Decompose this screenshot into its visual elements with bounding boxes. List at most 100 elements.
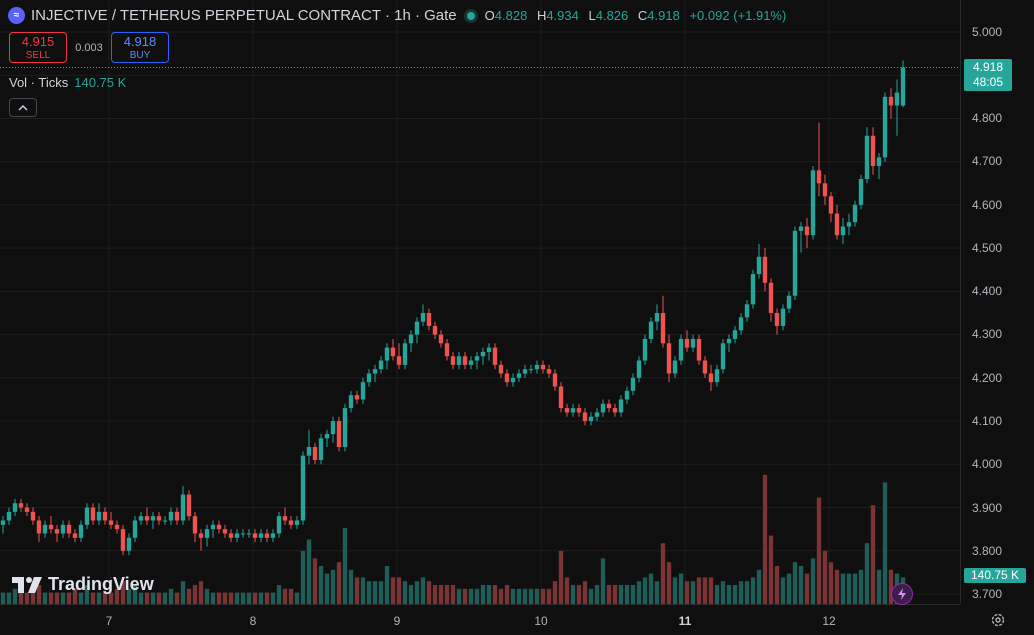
tradingview-logo[interactable]: TradingView bbox=[12, 574, 154, 595]
price-axis-label: 4.500 bbox=[972, 241, 1003, 255]
candle-body bbox=[504, 373, 510, 383]
volume-bar bbox=[30, 588, 36, 604]
candle-body bbox=[12, 503, 18, 512]
candle-body bbox=[786, 295, 792, 309]
volume-bar bbox=[468, 588, 474, 604]
buy-button[interactable]: 4.918 BUY bbox=[111, 32, 169, 63]
candle-body bbox=[762, 256, 768, 283]
candle-body bbox=[900, 67, 906, 106]
volume-bar bbox=[426, 581, 432, 604]
market-open-status-icon bbox=[466, 11, 475, 20]
candle-body bbox=[420, 313, 426, 322]
volume-label: Vol · Ticks bbox=[9, 75, 69, 90]
price-axis-label: 4.800 bbox=[972, 111, 1003, 125]
volume-bar bbox=[732, 585, 738, 604]
volume-bar bbox=[192, 585, 198, 604]
candle-body bbox=[714, 369, 720, 383]
volume-bar bbox=[180, 581, 186, 604]
volume-bar bbox=[114, 588, 120, 604]
candle-body bbox=[414, 321, 420, 335]
volume-bar bbox=[492, 585, 498, 604]
candle-body bbox=[402, 343, 408, 365]
logo-text: TradingView bbox=[48, 574, 154, 594]
candle-body bbox=[432, 325, 438, 335]
volume-bar bbox=[804, 573, 810, 604]
time-axis[interactable] bbox=[0, 604, 960, 635]
candle-body bbox=[60, 524, 66, 534]
time-axis-label: 9 bbox=[393, 614, 401, 628]
candle-body bbox=[324, 434, 330, 439]
bolt-icon[interactable] bbox=[891, 583, 913, 605]
volume-bar bbox=[522, 588, 528, 604]
candle-body bbox=[768, 282, 774, 313]
candle-body bbox=[396, 356, 402, 365]
volume-bar bbox=[516, 588, 522, 604]
gear-icon[interactable] bbox=[990, 612, 1006, 628]
volume-bar bbox=[738, 581, 744, 604]
chart-header: ≈ INJECTIVE / TETHERUS PERPETUAL CONTRAC… bbox=[8, 7, 792, 24]
volume-bar bbox=[234, 592, 240, 604]
volume-bar bbox=[150, 592, 156, 604]
volume-bar bbox=[768, 535, 774, 604]
volume-bar bbox=[828, 562, 834, 604]
candle-body bbox=[726, 338, 732, 344]
candle-body bbox=[438, 334, 444, 344]
candle-body bbox=[114, 524, 120, 530]
volume-bar bbox=[84, 585, 90, 604]
candle-body bbox=[78, 524, 84, 538]
candle-body bbox=[588, 416, 594, 422]
volume-bar bbox=[690, 581, 696, 604]
candle-body bbox=[864, 135, 870, 179]
volume-bar bbox=[408, 585, 414, 604]
candle-body bbox=[276, 516, 282, 534]
candle-body bbox=[702, 360, 708, 374]
price-chart[interactable] bbox=[0, 0, 960, 604]
volume-bar bbox=[666, 562, 672, 604]
candle-body bbox=[456, 356, 462, 365]
candle-body bbox=[696, 338, 702, 361]
candle-body bbox=[846, 222, 852, 227]
collapse-indicators-button[interactable] bbox=[9, 98, 37, 117]
candle-body bbox=[168, 511, 174, 521]
volume-bar bbox=[636, 581, 642, 604]
candle-body bbox=[546, 369, 552, 374]
time-axis-label: 12 bbox=[822, 614, 836, 628]
price-axis[interactable] bbox=[960, 0, 1034, 604]
symbol-title[interactable]: INJECTIVE / TETHERUS PERPETUAL CONTRACT … bbox=[31, 7, 457, 24]
volume-bar bbox=[336, 562, 342, 604]
candle-body bbox=[540, 364, 546, 370]
volume-bar bbox=[366, 581, 372, 604]
volume-bar bbox=[306, 539, 312, 604]
volume-bar bbox=[444, 585, 450, 604]
volume-bar bbox=[420, 577, 426, 604]
last-price-tag: 4.918 48:05 bbox=[964, 59, 1012, 91]
volume-bar bbox=[72, 588, 78, 604]
volume-legend[interactable]: Vol · Ticks 140.75 K bbox=[9, 75, 126, 90]
candle-body bbox=[798, 226, 804, 231]
candle-body bbox=[42, 524, 48, 534]
volume-bar bbox=[186, 588, 192, 604]
volume-bar bbox=[642, 577, 648, 604]
candle-body bbox=[72, 533, 78, 538]
candle-body bbox=[636, 360, 642, 378]
volume-bar bbox=[360, 577, 366, 604]
time-axis-label: 8 bbox=[249, 614, 257, 628]
volume-bar bbox=[822, 550, 828, 604]
volume-bar bbox=[798, 566, 804, 604]
volume-bar bbox=[318, 566, 324, 604]
volume-bar bbox=[480, 585, 486, 604]
volume-bar bbox=[750, 577, 756, 604]
candle-body bbox=[522, 369, 528, 374]
candle-body bbox=[738, 317, 744, 331]
volume-bar bbox=[324, 573, 330, 604]
low-label: L bbox=[588, 8, 596, 23]
volume-bar bbox=[54, 592, 60, 604]
candle-body bbox=[558, 386, 564, 409]
sell-button[interactable]: 4.915 SELL bbox=[9, 32, 67, 63]
price-axis-label: 4.600 bbox=[972, 198, 1003, 212]
candle-body bbox=[642, 338, 648, 361]
injective-logo-icon[interactable]: ≈ bbox=[8, 7, 25, 24]
volume-bar bbox=[852, 573, 858, 604]
candle-body bbox=[534, 364, 540, 370]
change-value: +0.092 (+1.91%) bbox=[689, 8, 787, 23]
